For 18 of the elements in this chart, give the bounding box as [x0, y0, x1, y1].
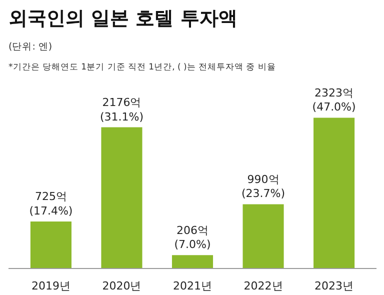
text: *기간은 당해연도 1분기 기준 직전 1년간, ( )는 전체투자액 중 비율: [8, 62, 276, 72]
bar: [101, 127, 142, 268]
chart-title: 외국인의 일본 호텔 투자액: [8, 8, 238, 30]
data-label: 725억 (17.4%): [29, 190, 73, 218]
data-label: 2176억 (31.1%): [100, 96, 144, 124]
x-tick-label: 2022년: [244, 280, 283, 292]
bar: [242, 204, 284, 268]
data-label: 2323억 (47.0%): [312, 86, 356, 114]
x-tick-label: 2021년: [173, 280, 212, 292]
x-tick-label: 2019년: [31, 280, 70, 292]
chart-subtitle: (단위: 엔): [8, 42, 52, 52]
x-tick-label: 2023년: [314, 280, 354, 292]
bar: [314, 118, 355, 268]
x-tick-label: 2020년: [102, 280, 142, 292]
data-label: 990억 (23.7%): [242, 172, 286, 200]
bar: [30, 221, 72, 268]
data-label: 206억 (7.0%): [174, 224, 211, 252]
bar: [172, 255, 214, 268]
